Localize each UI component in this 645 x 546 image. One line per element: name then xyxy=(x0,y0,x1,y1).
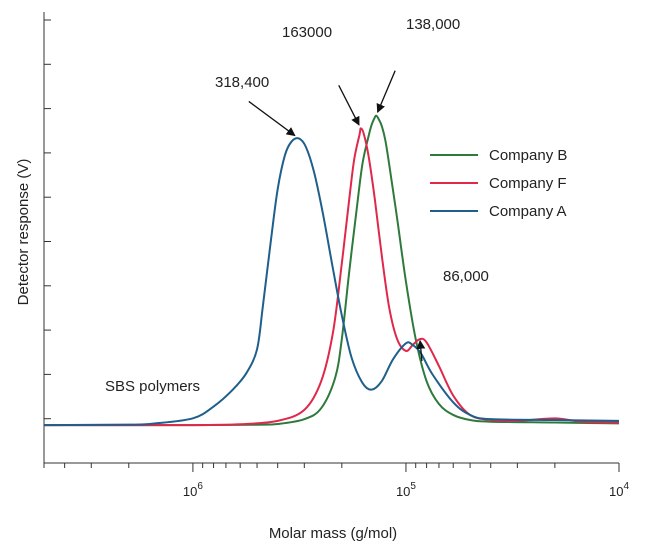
legend-label-company-b: Company B xyxy=(489,147,567,164)
legend: Company B Company F Company A xyxy=(430,147,567,220)
annotation-138-000: 138,000 xyxy=(406,16,460,33)
annotation-arrow xyxy=(416,339,426,362)
x-tick-label: 105 xyxy=(396,481,416,499)
series-line-company-a xyxy=(43,137,620,427)
annotations: 318,400 163000 138,000 86,000 SBS polymers xyxy=(105,16,489,395)
annotation-sbs-polymers: SBS polymers xyxy=(105,378,200,395)
x-tick-label: 104 xyxy=(609,481,629,499)
legend-label-company-a: Company A xyxy=(489,203,567,220)
annotation-arrow xyxy=(338,85,360,126)
annotation-163000: 163000 xyxy=(282,24,332,41)
annotation-318-400: 318,400 xyxy=(215,74,269,91)
x-ticks xyxy=(43,463,620,472)
x-axis-title: Molar mass (g/mol) xyxy=(269,525,397,542)
legend-label-company-f: Company F xyxy=(489,175,567,192)
x-tick-label: 106 xyxy=(183,481,203,499)
x-tick-labels: 106 105 104 xyxy=(183,481,630,499)
y-ticks xyxy=(44,19,51,464)
axes: 106 105 104 xyxy=(43,12,630,499)
annotation-arrow xyxy=(248,100,296,137)
y-axis-title: Detector response (V) xyxy=(15,159,32,306)
series-layer xyxy=(43,114,620,427)
annotation-86-000: 86,000 xyxy=(443,268,489,285)
series-line-company-b xyxy=(43,114,620,427)
annotation-arrow xyxy=(376,70,396,114)
